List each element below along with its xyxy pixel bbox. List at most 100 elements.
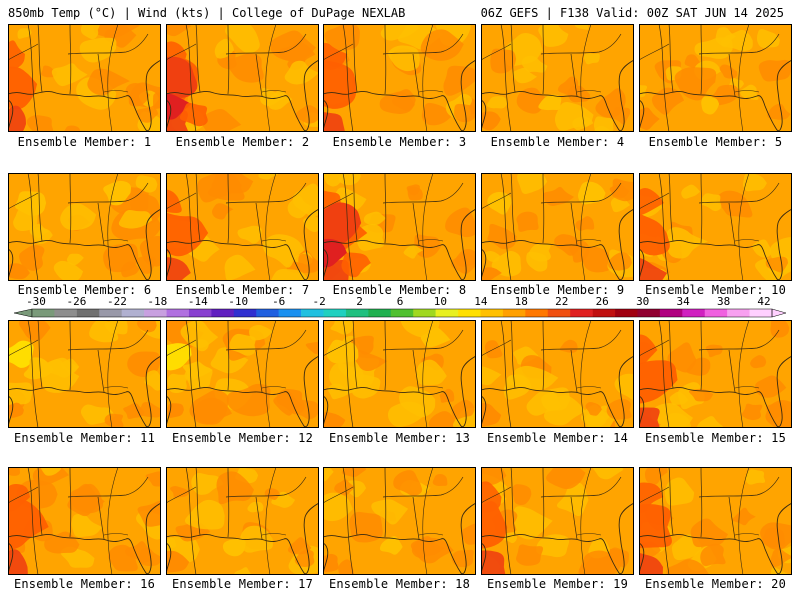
- temperature-shading: [197, 173, 242, 203]
- ensemble-panel[interactable]: [481, 467, 634, 575]
- temperature-shading: [53, 260, 84, 281]
- temperature-shading: [103, 180, 132, 206]
- ensemble-panel[interactable]: [8, 24, 161, 132]
- state-border: [412, 496, 420, 540]
- state-border: [261, 239, 287, 242]
- temperature-shading: [407, 186, 423, 201]
- temperature-shading: [69, 483, 104, 514]
- state-border: [225, 476, 307, 498]
- state-border: [255, 202, 263, 246]
- ensemble-map: [639, 320, 792, 428]
- ensemble-map: [323, 24, 476, 132]
- temperature-shading: [611, 178, 634, 202]
- temperature-shading: [40, 467, 62, 476]
- temperature-shading: [26, 115, 54, 132]
- colorbar-swatch: [368, 309, 392, 317]
- ensemble-member-label: Ensemble Member: 8: [332, 283, 467, 297]
- temperature-shading: [138, 547, 161, 566]
- coastline: [481, 355, 634, 428]
- isotherm-contour: [185, 173, 197, 281]
- temperature-shading: [166, 24, 192, 37]
- state-border: [734, 386, 760, 389]
- temperature-shading: [30, 227, 53, 244]
- temperature-shading: [541, 391, 561, 411]
- ensemble-panel[interactable]: [323, 24, 476, 132]
- colorbar-tick-label: 22: [555, 295, 569, 308]
- temperature-shading: [515, 544, 544, 566]
- temperature-shading: [8, 66, 38, 110]
- colorbar-swatch: [659, 309, 683, 317]
- ensemble-panel[interactable]: [639, 24, 792, 132]
- ensemble-panel[interactable]: [166, 24, 319, 132]
- temperature-shading: [323, 238, 347, 268]
- state-border: [698, 33, 780, 55]
- ensemble-panel[interactable]: [323, 467, 476, 575]
- temperature-shading: [546, 467, 586, 489]
- state-border: [728, 202, 736, 246]
- state-border: [382, 329, 464, 351]
- state-border: [576, 239, 602, 242]
- colorbar-swatch: [413, 309, 436, 317]
- isotherm-contour: [342, 467, 354, 575]
- panel-frame: [481, 320, 634, 428]
- ensemble-panel[interactable]: [639, 467, 792, 575]
- panel-frame: [323, 24, 476, 132]
- ensemble-member-label: Ensemble Member: 20: [644, 577, 787, 591]
- temperature-shading: [416, 359, 447, 386]
- state-border: [69, 24, 72, 95]
- temperature-shading: [512, 67, 537, 84]
- state-border: [37, 467, 43, 536]
- ensemble-panel[interactable]: [323, 173, 476, 281]
- isotherm-contour: [658, 24, 670, 132]
- state-border: [728, 496, 736, 540]
- temperature-shading: [388, 45, 420, 72]
- temperature-shading: [481, 467, 507, 486]
- temperature-shading: [521, 55, 548, 73]
- colorbar-tick-label: 10: [433, 295, 448, 308]
- colorbar-tick-label: 34: [676, 295, 690, 308]
- state-border: [418, 90, 444, 93]
- temperature-shading: [237, 225, 262, 244]
- state-border: [8, 43, 39, 61]
- ensemble-panel[interactable]: [166, 467, 319, 575]
- panel-frame: [481, 467, 634, 575]
- temperature-shading: [226, 53, 264, 83]
- colorbar-swatch: [749, 309, 773, 317]
- temperature-shading: [8, 40, 25, 69]
- coastline: [8, 502, 161, 575]
- state-border: [510, 320, 516, 389]
- temperature-shading: [247, 501, 264, 513]
- state-border: [103, 239, 129, 242]
- ensemble-panel[interactable]: [481, 173, 634, 281]
- ensemble-panel[interactable]: [166, 320, 319, 428]
- ensemble-panel[interactable]: [481, 320, 634, 428]
- ensemble-map: [323, 173, 476, 281]
- state-border: [639, 43, 670, 61]
- state-border: [195, 467, 201, 536]
- temperature-shading: [166, 92, 192, 120]
- colorbar-tick-label: -26: [66, 295, 87, 308]
- ensemble-member-label: Ensemble Member: 12: [171, 431, 314, 445]
- temperature-shading: [511, 484, 532, 506]
- colorbar-swatch: [301, 309, 324, 317]
- ensemble-panel[interactable]: [8, 467, 161, 575]
- temperature-shading: [486, 96, 508, 109]
- ensemble-map: [166, 173, 319, 281]
- ensemble-panel[interactable]: [639, 320, 792, 428]
- state-border: [540, 329, 622, 351]
- ensemble-panel[interactable]: [639, 173, 792, 281]
- temperature-shading: [270, 30, 316, 61]
- ensemble-map: [166, 24, 319, 132]
- ensemble-panel[interactable]: [323, 320, 476, 428]
- isotherm-contour: [107, 24, 119, 132]
- ensemble-panel[interactable]: [166, 173, 319, 281]
- ensemble-panel[interactable]: [481, 24, 634, 132]
- state-border: [8, 486, 39, 504]
- ensemble-panel[interactable]: [8, 320, 161, 428]
- ensemble-member-label: Ensemble Member: 13: [328, 431, 471, 445]
- coastline: [323, 502, 476, 575]
- ensemble-panel[interactable]: [8, 173, 161, 281]
- isotherm-contour: [738, 467, 750, 575]
- state-border: [728, 349, 736, 393]
- colorbar-swatch: [32, 309, 55, 317]
